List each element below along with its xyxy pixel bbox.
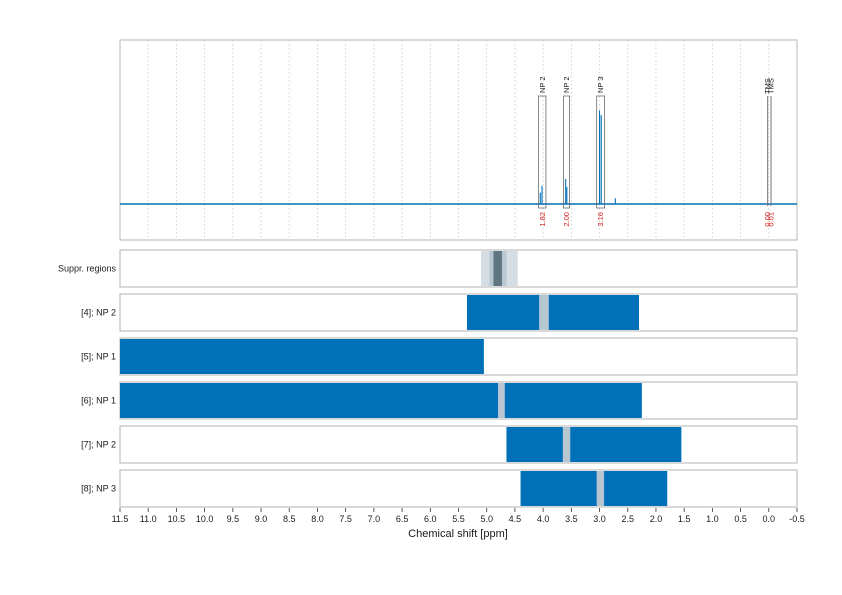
row-label: [5]; NP 1 xyxy=(81,352,116,362)
row-gap xyxy=(539,295,549,330)
integral-value: 3.16 xyxy=(596,212,605,227)
x-tick-label: 7.0 xyxy=(368,514,381,524)
suppression-panel xyxy=(119,249,798,288)
x-tick-label: 7.5 xyxy=(339,514,352,524)
row-panel xyxy=(119,425,798,464)
row-bar xyxy=(520,471,597,506)
x-tick-label: 8.5 xyxy=(283,514,296,524)
x-tick-label: 3.5 xyxy=(565,514,578,524)
row-bar xyxy=(504,383,642,418)
x-tick-label: 10.0 xyxy=(196,514,214,524)
row-bar xyxy=(506,427,563,462)
row-panel xyxy=(119,293,798,332)
annotation-label: NP 2 xyxy=(538,76,547,93)
x-tick-label: 2.5 xyxy=(621,514,634,524)
annotation-label: TMS xyxy=(763,78,772,94)
x-tick-label: 4.0 xyxy=(537,514,550,524)
x-tick-label: 9.5 xyxy=(227,514,240,524)
x-tick-label: 3.0 xyxy=(593,514,606,524)
x-tick-label: 0.5 xyxy=(734,514,747,524)
x-axis-label: Chemical shift [ppm] xyxy=(408,528,508,540)
row-gap xyxy=(596,471,605,506)
row-gap xyxy=(497,383,505,418)
row-label: Suppr. regions xyxy=(58,264,117,274)
annotation-box xyxy=(596,95,605,209)
row-label: [8]; NP 3 xyxy=(81,484,116,494)
row-label: [4]; NP 2 xyxy=(81,308,116,318)
x-tick-label: 6.5 xyxy=(396,514,409,524)
row-gap xyxy=(562,427,571,462)
row-panel xyxy=(119,469,798,508)
row-bar xyxy=(548,295,640,330)
x-tick-label: 10.5 xyxy=(168,514,186,524)
x-tick-label: 5.5 xyxy=(452,514,465,524)
suppression-band xyxy=(493,251,502,286)
row-label: [6]; NP 1 xyxy=(81,396,116,406)
annotation-label: NP 2 xyxy=(562,76,571,93)
x-tick-label: 1.5 xyxy=(678,514,691,524)
integral-value: 2.00 xyxy=(562,212,571,227)
integral-value: 0.01 xyxy=(767,212,776,227)
integral-value: 1.82 xyxy=(538,212,547,227)
row-bar xyxy=(604,471,668,506)
row-label: [7]; NP 2 xyxy=(81,440,116,450)
annotation-box xyxy=(563,95,570,209)
x-tick-label: 5.0 xyxy=(480,514,493,524)
row-bar xyxy=(120,383,498,418)
x-tick-label: 8.0 xyxy=(311,514,324,524)
x-tick-label: 2.0 xyxy=(650,514,663,524)
row-bar xyxy=(120,339,484,374)
annotation-label: NP 3 xyxy=(596,76,605,93)
x-tick-label: 11.5 xyxy=(112,514,129,524)
annotation-box xyxy=(538,95,547,209)
x-tick-label: 6.0 xyxy=(424,514,437,524)
x-tick-label: 1.0 xyxy=(706,514,719,524)
x-tick-label: 9.0 xyxy=(255,514,268,524)
row-bar xyxy=(570,427,682,462)
x-tick-label: 0.0 xyxy=(763,514,776,524)
x-tick-label: -0.5 xyxy=(789,514,805,524)
row-bar xyxy=(466,295,540,330)
x-tick-label: 4.5 xyxy=(509,514,522,524)
integral-value: 0.00 xyxy=(763,212,772,227)
annotation-label: TMS xyxy=(767,78,776,94)
x-tick-label: 11.0 xyxy=(140,514,157,524)
